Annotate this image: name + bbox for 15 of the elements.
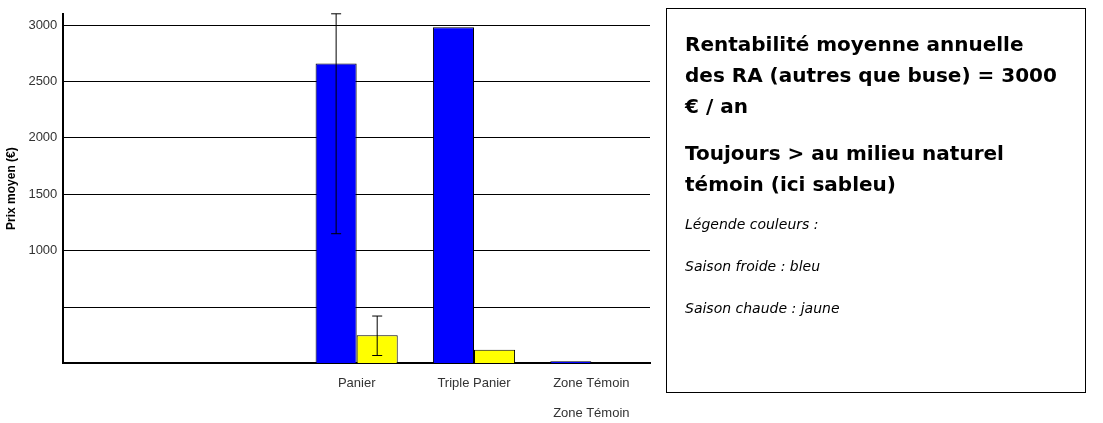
y-tick-label: 2500 [28, 73, 58, 89]
x-tick-label: Zone Témoin [553, 374, 630, 390]
y-tick-label: 1000 [28, 242, 58, 258]
x-tick-label: Panier [337, 374, 377, 390]
text: Toujours > au milieu naturel témoin (ici sableu) [685, 140, 1005, 198]
y-axis-title: Prix moyen (€) [3, 147, 18, 230]
y-tick-label: 2000 [28, 129, 58, 145]
x-tick-label: Triple Panier [437, 374, 512, 390]
text: Saison chaude : jaune [685, 300, 841, 316]
text: Saison froide : bleu [685, 258, 822, 274]
y-tick-label: 1500 [28, 185, 58, 201]
text: Rentabilité moyenne annuelle des RA (autres que buse) = 3000 € / an [685, 31, 1058, 120]
y-tick-label: 3000 [28, 16, 58, 32]
text: Légende couleurs : [685, 216, 820, 232]
text: Zone Témoin [553, 404, 630, 420]
